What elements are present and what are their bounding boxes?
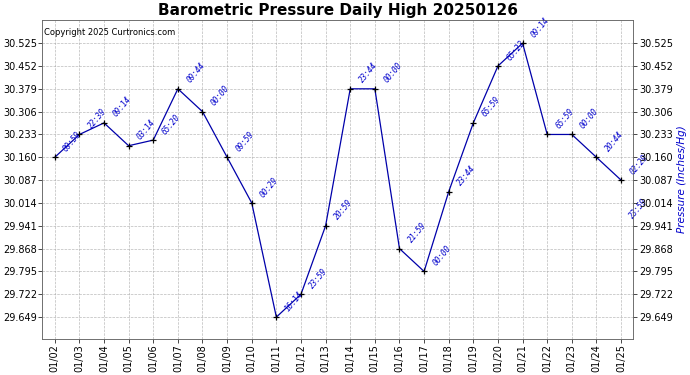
Text: 65:22: 65:22 (505, 38, 526, 62)
Text: 65:59: 65:59 (554, 107, 576, 130)
Text: 23:44: 23:44 (357, 61, 379, 85)
Text: 09:14: 09:14 (529, 15, 551, 39)
Text: 09:14: 09:14 (111, 95, 132, 119)
Text: 09:59: 09:59 (234, 130, 256, 153)
Text: 00:00: 00:00 (579, 107, 600, 130)
Text: Copyright 2025 Curtronics.com: Copyright 2025 Curtronics.com (44, 28, 175, 37)
Text: 23:59: 23:59 (308, 267, 330, 290)
Text: 22:39: 22:39 (86, 107, 108, 130)
Title: Barometric Pressure Daily High 20250126: Barometric Pressure Daily High 20250126 (158, 3, 518, 18)
Text: 02:29: 02:29 (628, 153, 650, 176)
Text: 65:59: 65:59 (480, 95, 502, 119)
Text: 65:20: 65:20 (160, 112, 182, 136)
Text: 00:29: 00:29 (259, 175, 280, 199)
Text: 20:59: 20:59 (333, 198, 354, 222)
Text: 23:44: 23:44 (455, 164, 477, 188)
Text: 23:59: 23:59 (628, 197, 650, 220)
Text: 03:14: 03:14 (135, 118, 157, 141)
Text: 20:44: 20:44 (603, 130, 625, 153)
Text: 00:00: 00:00 (431, 244, 453, 267)
Text: 16:14: 16:14 (284, 290, 305, 313)
Y-axis label: Pressure (Inches/Hg): Pressure (Inches/Hg) (677, 126, 687, 233)
Text: 21:59: 21:59 (406, 221, 428, 245)
Text: 00:00: 00:00 (210, 84, 231, 108)
Text: 09:44: 09:44 (185, 61, 206, 85)
Text: 00:00: 00:00 (382, 61, 404, 85)
Text: 09:59: 09:59 (61, 130, 83, 153)
